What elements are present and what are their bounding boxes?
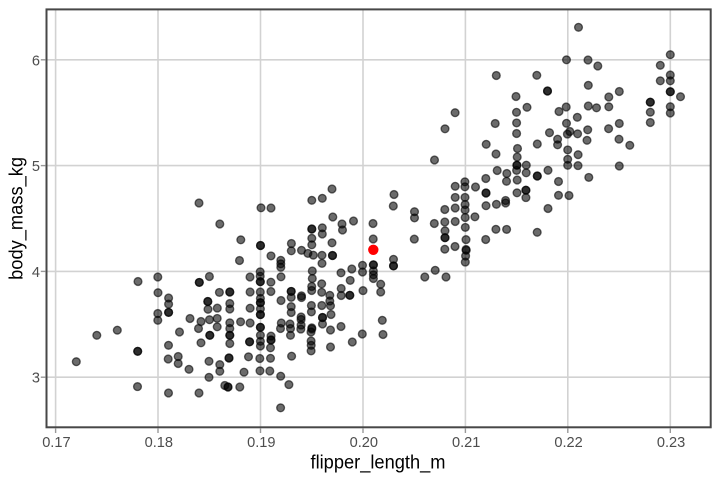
svg-text:body_mass_kg: body_mass_kg (5, 157, 27, 280)
svg-text:5: 5 (32, 159, 40, 175)
svg-text:0.18: 0.18 (145, 435, 173, 451)
svg-text:6: 6 (32, 53, 40, 69)
svg-text:0.20: 0.20 (350, 435, 378, 451)
svg-text:0.22: 0.22 (554, 435, 582, 451)
svg-text:0.19: 0.19 (247, 435, 275, 451)
svg-text:4: 4 (32, 265, 40, 281)
svg-text:0.21: 0.21 (452, 435, 480, 451)
svg-text:0.17: 0.17 (42, 435, 70, 451)
svg-text:0.23: 0.23 (657, 435, 685, 451)
svg-text:3: 3 (32, 371, 40, 387)
svg-text:flipper_length_m: flipper_length_m (311, 451, 446, 473)
